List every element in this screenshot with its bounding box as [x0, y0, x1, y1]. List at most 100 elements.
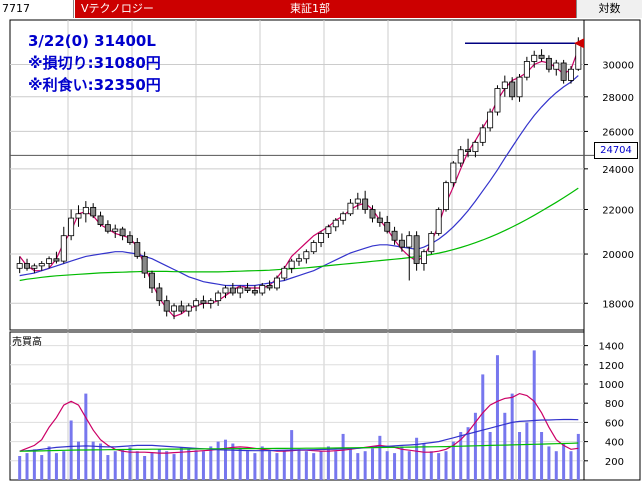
candle-body — [568, 68, 574, 81]
stop-loss-note: ※損切り:31080円 — [28, 54, 161, 72]
volume-tick-label: 800 — [605, 399, 624, 410]
price-tick-label: 18000 — [602, 299, 634, 310]
volume-bar — [25, 453, 29, 480]
volume-bar — [128, 447, 132, 480]
candle-body — [443, 182, 449, 210]
top-bar: 7717 Vテクノロジー 東証1部 対数 — [0, 0, 642, 18]
price-tick-label: 30000 — [602, 61, 634, 72]
candle-body — [24, 263, 30, 269]
volume-bar — [275, 453, 279, 480]
volume-bar — [304, 451, 308, 480]
candle-body — [325, 226, 332, 234]
volume-bar — [371, 448, 375, 480]
target-arrow-icon — [574, 38, 584, 49]
candle-body — [560, 62, 567, 81]
candle-body — [296, 258, 302, 262]
candle-body — [16, 263, 23, 269]
volume-bar — [326, 446, 330, 480]
candle-body — [75, 213, 82, 219]
candle-body — [501, 81, 508, 89]
volume-bar — [297, 449, 301, 480]
candle-body — [509, 81, 516, 98]
candle-body — [376, 217, 383, 223]
volume-bar — [62, 451, 66, 480]
ma-long-line — [19, 187, 579, 282]
volume-bar — [106, 455, 110, 480]
candle-body — [68, 217, 75, 237]
volume-bar — [223, 439, 227, 480]
candle-body — [141, 255, 148, 274]
candle-body — [163, 300, 170, 312]
volume-bar — [503, 412, 507, 480]
ma-mid-line — [19, 75, 579, 287]
volume-tick-label: 1400 — [599, 342, 624, 353]
candle-body — [318, 233, 325, 243]
candle-body — [487, 111, 494, 129]
volume-bar — [40, 455, 44, 480]
volume-bar — [459, 432, 463, 480]
volume-panel — [9, 331, 585, 481]
candle-body — [215, 292, 222, 302]
stock-chart: 18000 20000 22000 24000 26000 28000 30000 200 40… — [9, 19, 641, 481]
volume-bar — [84, 393, 88, 480]
candle-body — [259, 285, 266, 294]
volume-bar — [113, 451, 117, 480]
candle-body — [60, 235, 67, 262]
volume-tick-label: 200 — [605, 457, 624, 468]
candle-body — [53, 258, 60, 262]
volume-bar — [393, 453, 397, 480]
candle-body — [119, 228, 126, 237]
volume-tick-label: 600 — [605, 418, 624, 429]
entry-note: 3/22(0) 31400L — [28, 32, 156, 50]
volume-bar — [268, 451, 272, 480]
volume-bar — [99, 443, 103, 480]
volume-bar — [143, 456, 147, 480]
volume-bar — [260, 446, 264, 480]
volume-bar — [216, 441, 220, 480]
candle-body — [273, 277, 280, 289]
volume-bar — [18, 456, 22, 480]
volume-panel-title: 売買高 — [12, 337, 42, 348]
candle-body — [347, 202, 354, 215]
scale-mode-button[interactable]: 対数 — [576, 0, 642, 18]
volume-bar — [437, 453, 441, 480]
volume-bar — [407, 451, 411, 480]
ma-short-line — [19, 48, 579, 318]
candle-body — [200, 300, 207, 304]
volume-bar — [429, 451, 433, 480]
take-profit-note: ※利食い:32350円 — [28, 76, 161, 94]
volume-bar — [547, 446, 551, 480]
price-tick-label: 20000 — [602, 250, 634, 261]
volume-bar — [172, 454, 176, 480]
candle-body — [193, 300, 200, 307]
candle-body — [104, 224, 111, 232]
price-tick-label: 22000 — [602, 205, 634, 216]
candle-body — [538, 54, 545, 59]
candle-body — [523, 61, 530, 78]
candle-body — [340, 213, 347, 221]
candle-body — [384, 222, 391, 232]
volume-bar — [378, 435, 382, 480]
candle-body — [406, 235, 413, 248]
volume-bar — [488, 432, 492, 480]
price-tick-label: 24000 — [602, 165, 634, 176]
candle-body — [134, 242, 141, 257]
candle-body — [149, 272, 155, 289]
candle-body — [435, 209, 442, 234]
stock-code: 7717 — [0, 0, 74, 18]
volume-bar — [518, 432, 522, 480]
volume-bar — [444, 451, 448, 480]
volume-bar — [540, 432, 544, 480]
candle-body — [545, 57, 552, 70]
volume-bar — [525, 422, 529, 480]
volume-bar — [312, 453, 316, 480]
volume-bar — [363, 451, 367, 480]
volume-bar — [150, 453, 154, 480]
volume-bar — [135, 451, 139, 480]
volume-bar — [473, 412, 477, 480]
volume-bar — [510, 393, 514, 480]
candle-body — [303, 251, 310, 260]
candle-body — [354, 198, 361, 204]
volume-bar — [569, 451, 573, 480]
candle-body — [494, 88, 501, 113]
